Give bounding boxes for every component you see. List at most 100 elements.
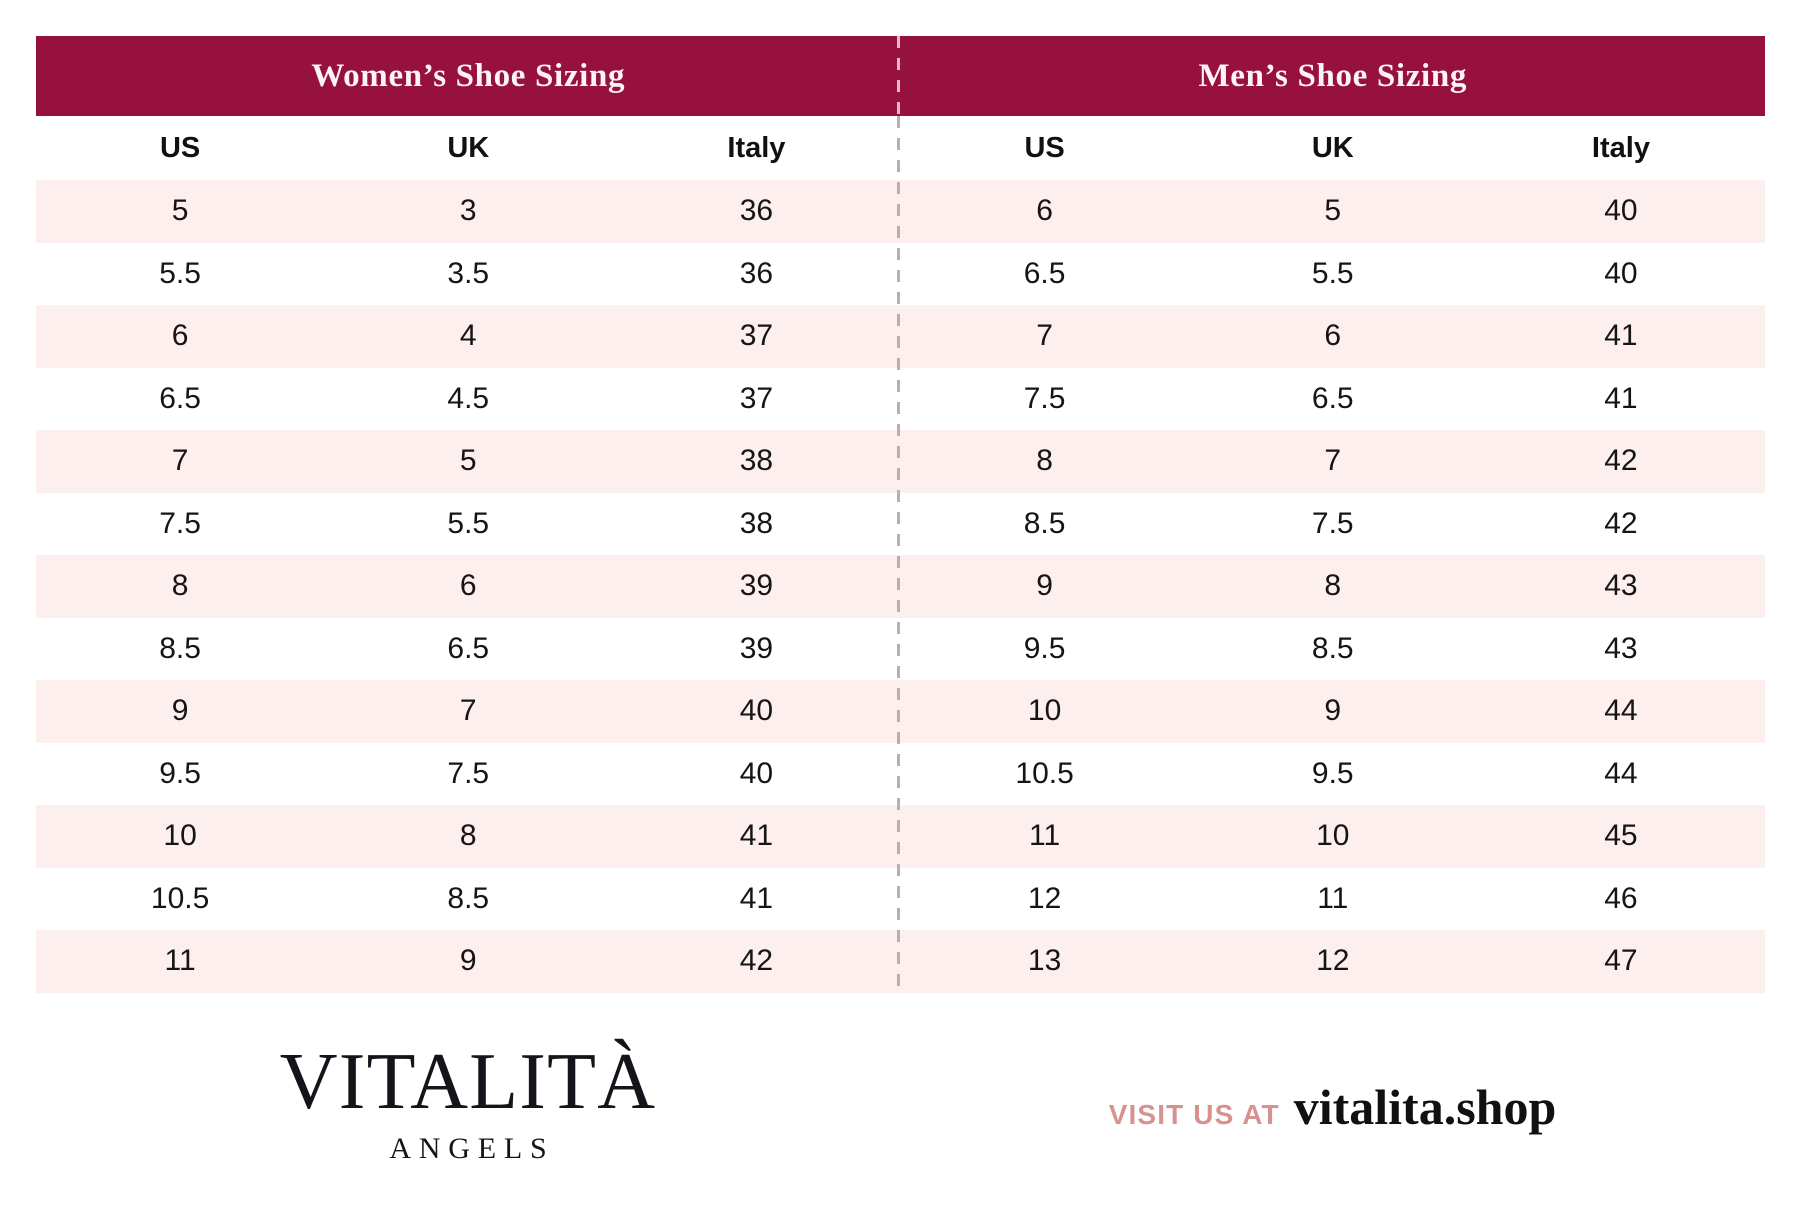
cell-women-uk: 8 xyxy=(459,819,477,853)
cell-women-italy: 38 xyxy=(739,444,774,478)
cell-men-uk: 7.5 xyxy=(1311,506,1354,540)
size-table: Women’s Shoe Sizing Men’s Shoe Sizing US… xyxy=(36,36,1765,993)
cell-men-us: 9.5 xyxy=(1023,631,1066,665)
cell-women-uk: 8.5 xyxy=(447,881,490,915)
table-row: 9.5 7.5 40 10.5 9.5 44 xyxy=(36,742,1765,805)
table-title-bar: Women’s Shoe Sizing Men’s Shoe Sizing xyxy=(36,36,1765,116)
cell-men-uk: 5.5 xyxy=(1311,256,1354,290)
table-row: 11 9 42 13 12 47 xyxy=(36,930,1765,993)
cell-men-uk: 11 xyxy=(1317,881,1349,915)
cell-women-italy: 36 xyxy=(739,256,774,290)
men-italy-header: Italy xyxy=(1591,131,1650,164)
cell-women-us: 8 xyxy=(171,569,189,603)
cell-women-uk: 9 xyxy=(459,944,477,978)
women-italy-header: Italy xyxy=(727,131,786,164)
table-row: 10.5 8.5 41 12 11 46 xyxy=(36,867,1765,930)
cell-women-us: 10 xyxy=(163,819,197,853)
table-body: 5 3 36 6 5 40 5.5 3.5 36 6.5 5.5 40 6 4 3 7 7 6 41 6.5 4.5 37… xyxy=(36,180,1765,993)
table-row: 6 4 37 7 6 41 xyxy=(36,305,1765,368)
men-section-title: Men’s Shoe Sizing xyxy=(1198,57,1468,94)
cell-men-us: 10 xyxy=(1027,694,1062,728)
cell-women-italy: 40 xyxy=(739,694,774,728)
women-section-title: Women’s Shoe Sizing xyxy=(311,57,626,94)
cell-men-italy: 40 xyxy=(1604,194,1638,228)
cell-men-italy: 45 xyxy=(1604,819,1638,853)
cell-men-italy: 40 xyxy=(1604,256,1638,290)
cell-women-us: 7 xyxy=(171,444,189,478)
cell-men-uk: 8 xyxy=(1324,569,1342,603)
cell-men-us: 8 xyxy=(1036,444,1053,478)
cell-men-uk: 8.5 xyxy=(1311,631,1354,665)
table-row: 8 6 39 9 8 43 xyxy=(36,555,1765,618)
cell-men-uk: 6.5 xyxy=(1311,381,1354,415)
table-row: 10 8 41 11 10 45 xyxy=(36,805,1765,868)
dashed-center-divider xyxy=(897,36,900,993)
cell-men-uk: 10 xyxy=(1316,819,1350,853)
cell-women-uk: 5.5 xyxy=(447,506,490,540)
cell-women-us: 8.5 xyxy=(159,631,201,665)
cell-men-uk: 9 xyxy=(1324,694,1342,728)
cell-men-uk: 6 xyxy=(1324,319,1342,353)
table-row: 6.5 4.5 37 7.5 6.5 41 xyxy=(36,367,1765,430)
cell-men-uk: 9.5 xyxy=(1311,756,1354,790)
cell-women-italy: 38 xyxy=(739,506,774,540)
cell-women-us: 5.5 xyxy=(159,256,201,290)
visit-us-label: VISIT US AT xyxy=(1108,1099,1280,1130)
cell-women-italy: 41 xyxy=(739,819,774,853)
table-row: 7.5 5.5 38 8.5 7.5 42 xyxy=(36,492,1765,555)
brand-logo: VITALITÀ ANGELS xyxy=(36,1042,900,1164)
cell-men-italy: 47 xyxy=(1604,944,1638,978)
dashed-divider-over-rows xyxy=(897,116,900,993)
women-uk-header: UK xyxy=(447,131,490,164)
cell-women-uk: 6 xyxy=(459,569,477,603)
cell-men-italy: 46 xyxy=(1604,881,1638,915)
cell-men-us: 7 xyxy=(1036,319,1053,353)
cell-men-italy: 41 xyxy=(1604,381,1638,415)
men-uk-header: UK xyxy=(1311,131,1354,164)
cell-men-us: 8.5 xyxy=(1023,506,1066,540)
cell-men-italy: 41 xyxy=(1604,319,1638,353)
cell-women-italy: 41 xyxy=(739,881,774,915)
cell-women-us: 9.5 xyxy=(159,756,201,790)
cell-women-uk: 3 xyxy=(459,194,477,228)
column-header-row: US UK Italy US UK Italy xyxy=(36,116,1765,180)
cell-men-us: 9 xyxy=(1036,569,1053,603)
cell-women-uk: 3.5 xyxy=(447,256,490,290)
cell-women-uk: 5 xyxy=(459,444,477,478)
table-row: 7 5 38 8 7 42 xyxy=(36,430,1765,493)
table-row: 5 3 36 6 5 40 xyxy=(36,180,1765,243)
cell-men-uk: 5 xyxy=(1324,194,1342,228)
cell-men-us: 10.5 xyxy=(1015,756,1074,790)
cell-men-italy: 44 xyxy=(1604,756,1638,790)
cell-women-italy: 39 xyxy=(739,569,774,603)
visit-site-url: vitalita.shop xyxy=(1293,1079,1557,1135)
cell-women-italy: 37 xyxy=(739,319,774,353)
cell-women-us: 6 xyxy=(171,319,189,353)
cell-women-uk: 7 xyxy=(459,694,477,728)
brand-subtitle: ANGELS xyxy=(389,1132,555,1165)
cell-men-us: 7.5 xyxy=(1023,381,1066,415)
cell-men-us: 6.5 xyxy=(1023,256,1066,290)
visit-us-line: VISIT US AT vitalita.shop xyxy=(900,1078,1765,1150)
cell-men-italy: 43 xyxy=(1604,569,1638,603)
women-us-header: US xyxy=(159,131,201,164)
cell-men-italy: 42 xyxy=(1604,506,1638,540)
cell-women-us: 5 xyxy=(171,194,189,228)
cell-women-uk: 7.5 xyxy=(447,756,490,790)
cell-women-italy: 39 xyxy=(739,631,774,665)
cell-women-us: 9 xyxy=(171,694,189,728)
cell-men-us: 12 xyxy=(1027,881,1062,915)
table-row: 8.5 6.5 39 9.5 8.5 43 xyxy=(36,617,1765,680)
cell-women-us: 6.5 xyxy=(159,381,201,415)
cell-men-us: 13 xyxy=(1027,944,1062,978)
dashed-divider-over-bar xyxy=(897,36,900,116)
cell-women-us: 11 xyxy=(164,944,196,978)
cell-women-us: 10.5 xyxy=(150,881,210,915)
cell-women-uk: 4.5 xyxy=(447,381,490,415)
cell-women-us: 7.5 xyxy=(159,506,201,540)
cell-men-uk: 7 xyxy=(1324,444,1342,478)
table-row: 9 7 40 10 9 44 xyxy=(36,680,1765,743)
cell-women-italy: 42 xyxy=(739,944,774,978)
cell-women-italy: 36 xyxy=(739,194,774,228)
